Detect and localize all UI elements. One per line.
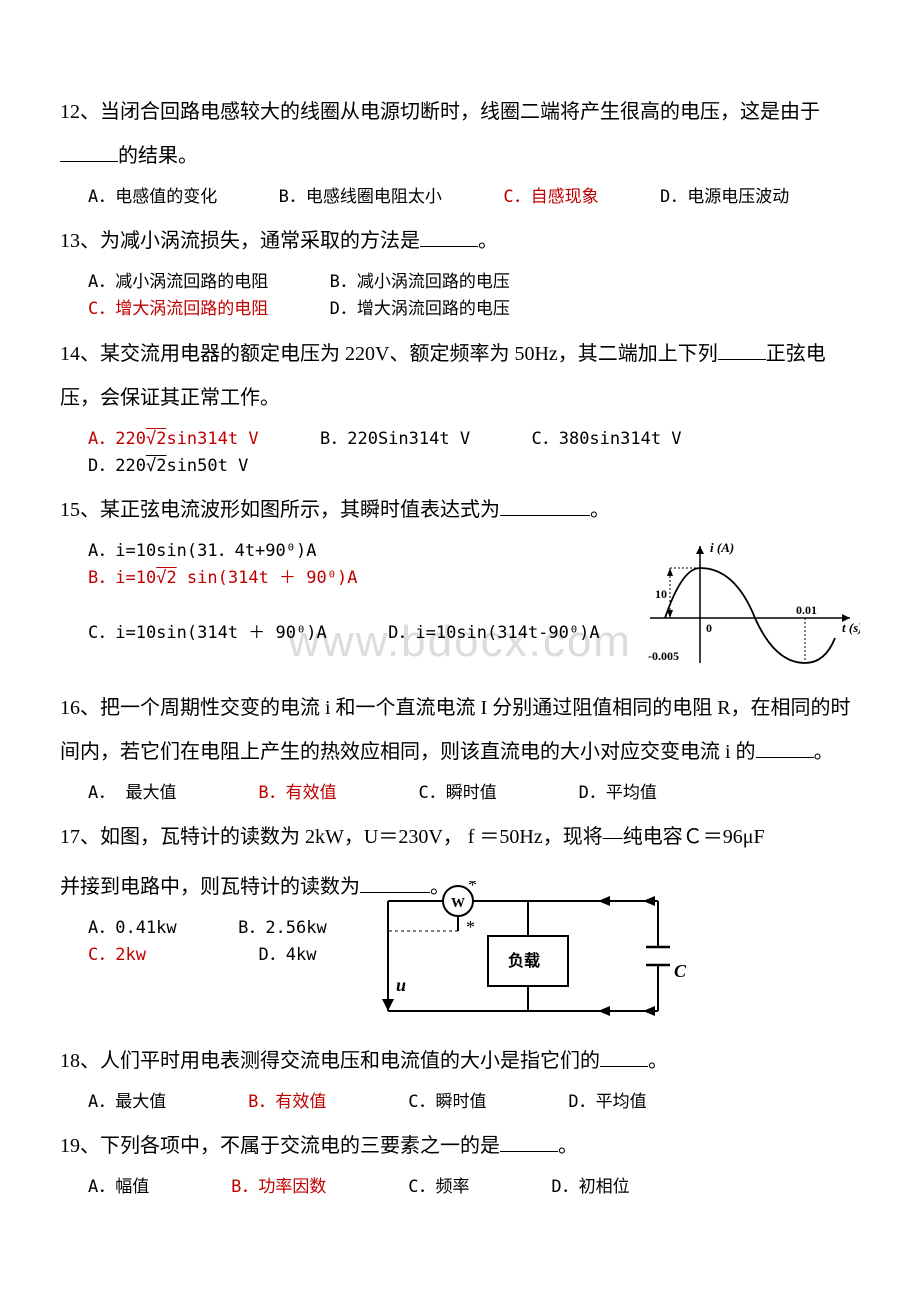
q14-d: D．220√2sin50t V xyxy=(88,456,248,476)
q17-text2: 并接到电路中，则瓦特计的读数为 xyxy=(60,876,360,898)
q13-options: A．减小涡流回路的电阻 B．减小涡流回路的电压 C．增大涡流回路的电阻 D．增大… xyxy=(88,269,860,323)
q15-d: D．i=10sin(314t-90⁰)A xyxy=(388,623,599,643)
q12-text2: 的结果。 xyxy=(118,145,198,167)
q18-c: C．瞬时值 xyxy=(408,1092,486,1112)
q15-options: A．i=10sin(31．4t+90⁰)A B．i=10√2 sin(314t … xyxy=(88,538,600,647)
q17-u: u xyxy=(396,975,406,995)
q17-a: A．0.41kw xyxy=(88,918,177,938)
q14-text: 14、某交流用电器的额定电压为 220V、额定频率为 50Hz，其二端加上下列 xyxy=(60,343,718,365)
q15-amp: 10 xyxy=(655,587,667,601)
q17-text: 17、如图，瓦特计的读数为 2kW，U＝230V， f ＝50Hz，现将—纯电容… xyxy=(60,826,765,848)
q19-c: C．频率 xyxy=(408,1177,469,1197)
q15-x1: -0.005 xyxy=(648,649,679,663)
q16-c: C．瞬时值 xyxy=(419,783,497,803)
q18-a: A．最大值 xyxy=(88,1092,166,1112)
q18-text: 18、人们平时用电表测得交流电压和电流值的大小是指它们的 xyxy=(60,1050,600,1072)
q15-xlabel: t (s) xyxy=(842,620,860,635)
q13-a: A．减小涡流回路的电阻 xyxy=(88,272,268,292)
q17-load: 负载 xyxy=(508,951,540,970)
q12-b: B．电感线圈电阻太小 xyxy=(279,187,442,207)
q14-c: C．380sin314t V xyxy=(531,429,681,449)
q12-options: A．电感值的变化 B．电感线圈电阻太小 C．自感现象 D．电源电压波动 xyxy=(88,184,860,211)
q12-c: C．自感现象 xyxy=(503,187,598,207)
q15-a: A．i=10sin(31．4t+90⁰)A xyxy=(88,541,316,561)
q14-b: B．220Sin314t V xyxy=(320,429,470,449)
q19-b: B．功率因数 xyxy=(231,1177,326,1197)
q17-star1: * xyxy=(468,881,477,895)
q14-options: A．220√2sin314t V B．220Sin314t V C．380sin… xyxy=(88,426,860,480)
q15-ylabel: i (A) xyxy=(710,540,734,555)
q17: 17、如图，瓦特计的读数为 2kW，U＝230V， f ＝50Hz，现将—纯电容… xyxy=(60,815,860,859)
q13-d: D．增大涡流回路的电压 xyxy=(330,299,510,319)
q14: 14、某交流用电器的额定电压为 220V、额定频率为 50Hz，其二端加上下列正… xyxy=(60,332,860,420)
q19: 19、下列各项中，不属于交流电的三要素之一的是。 xyxy=(60,1124,860,1168)
q13: 13、为减小涡流损失，通常采取的方法是。 xyxy=(60,219,860,263)
q18: 18、人们平时用电表测得交流电压和电流值的大小是指它们的。 xyxy=(60,1039,860,1083)
q15-x2: 0 xyxy=(706,621,712,635)
q18-b: B．有效值 xyxy=(248,1092,326,1112)
q15-chart: i (A) t (s) 10 -0.005 0 0.01 xyxy=(610,538,860,668)
q15-c: C．i=10sin(314t ＋ 90⁰)A xyxy=(88,623,327,643)
q12: 12、当闭合回路电感较大的线圈从电源切断时，线圈二端将产生很高的电压，这是由于的… xyxy=(60,90,860,178)
q15-x3: 0.01 xyxy=(796,603,817,617)
q18-d: D．平均值 xyxy=(568,1092,646,1112)
q12-d: D．电源电压波动 xyxy=(660,187,789,207)
q19-text: 19、下列各项中，不属于交流电的三要素之一的是 xyxy=(60,1135,500,1157)
q12-a: A．电感值的变化 xyxy=(88,187,217,207)
page-content: 12、当闭合回路电感较大的线圈从电源切断时，线圈二端将产生很高的电压，这是由于的… xyxy=(60,90,860,1202)
q17-star2: * xyxy=(466,917,475,937)
q12-text: 12、当闭合回路电感较大的线圈从电源切断时，线圈二端将产生很高的电压，这是由于 xyxy=(60,101,820,123)
q17-c: C xyxy=(674,961,687,981)
q16-b: B．有效值 xyxy=(258,783,336,803)
q16: 16、把一个周期性交变的电流 i 和一个直流电流 I 分别通过阻值相同的电阻 R… xyxy=(60,686,860,774)
q13-c: C．增大涡流回路的电阻 xyxy=(88,299,268,319)
q16-a: A． 最大值 xyxy=(88,783,176,803)
q18-options: A．最大值 B．有效值 C．瞬时值 D．平均值 xyxy=(88,1089,860,1116)
q16-text: 16、把一个周期性交变的电流 i 和一个直流电流 I 分别通过阻值相同的电阻 R… xyxy=(60,697,851,763)
q15-b: B．i=10√2 sin(314t ＋ 90⁰)A xyxy=(88,568,357,588)
q15-text: 15、某正弦电流波形如图所示，其瞬时值表达式为 xyxy=(60,499,500,521)
q15: 15、某正弦电流波形如图所示，其瞬时值表达式为。 xyxy=(60,488,860,532)
q17-b: B．2.56kw xyxy=(238,918,327,938)
q13-text: 13、为减小涡流损失，通常采取的方法是 xyxy=(60,230,420,252)
q17-c: C．2kw xyxy=(88,945,146,965)
q19-options: A．幅值 B．功率因数 C．频率 D．初相位 xyxy=(88,1174,860,1201)
q17-diagram: W * * u 负载 C xyxy=(358,881,688,1031)
q13-b: B．减小涡流回路的电压 xyxy=(330,272,510,292)
q17-d: D．4kw xyxy=(259,945,317,965)
q16-d: D．平均值 xyxy=(579,783,657,803)
q17-options: A．0.41kw B．2.56kw C．2kw D．4kw xyxy=(88,915,348,969)
q14-a: A．220√2sin314t V xyxy=(88,429,259,449)
q16-options: A． 最大值 B．有效值 C．瞬时值 D．平均值 xyxy=(88,780,860,807)
q17-w: W xyxy=(451,896,465,911)
q19-a: A．幅值 xyxy=(88,1177,149,1197)
q19-d: D．初相位 xyxy=(551,1177,629,1197)
